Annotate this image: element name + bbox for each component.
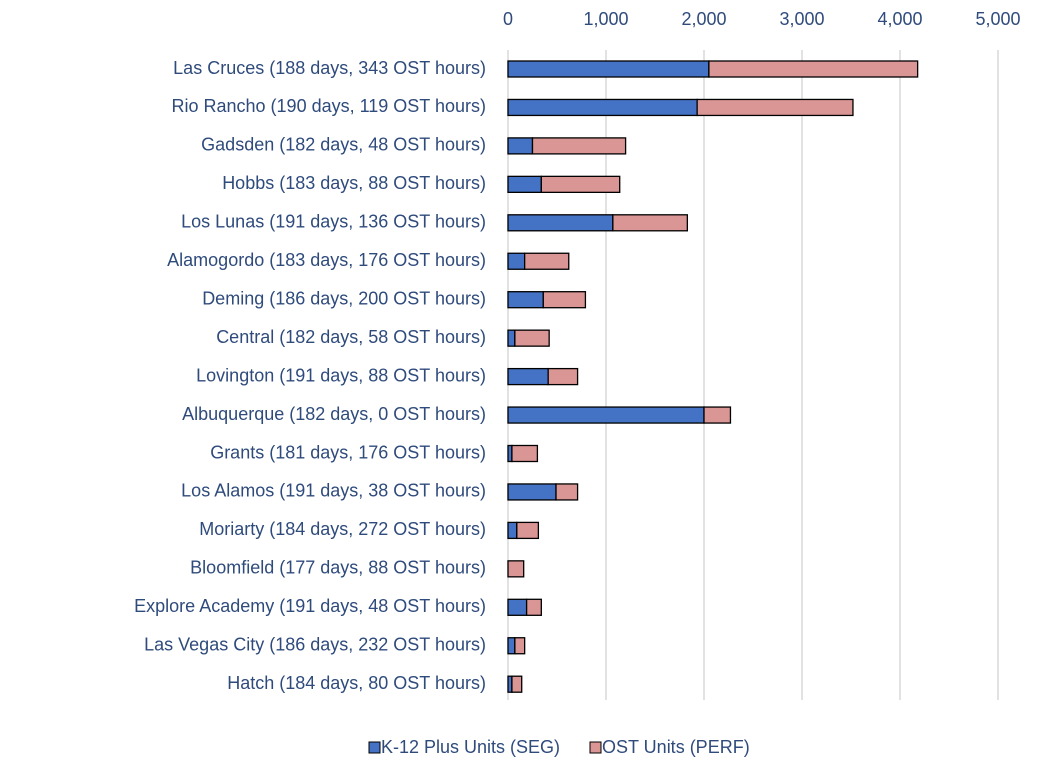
bar-segment xyxy=(507,329,516,347)
bar-segment xyxy=(507,367,549,386)
bar-segment xyxy=(525,598,542,616)
bar-segment xyxy=(514,637,526,655)
bar-segment xyxy=(507,214,614,232)
y-tick-label: Los Lunas (191 days, 136 OST hours) xyxy=(181,212,486,232)
bar-segment xyxy=(696,98,854,117)
bar-segment xyxy=(531,137,627,155)
bar-segment xyxy=(507,60,710,78)
legend-swatch xyxy=(368,741,381,754)
x-tick-label: 4,000 xyxy=(877,9,922,29)
y-tick-label: Las Cruces (188 days, 343 OST hours) xyxy=(173,58,486,78)
y-tick-label: Los Alamos (191 days, 38 OST hours) xyxy=(181,481,486,501)
x-tick-label: 2,000 xyxy=(681,9,726,29)
y-tick-label: Moriarty (184 days, 272 OST hours) xyxy=(199,519,486,539)
bar-segment xyxy=(507,175,542,194)
y-tick-label: Gadsden (182 days, 48 OST hours) xyxy=(201,135,486,155)
y-tick-label: Bloomfield (177 days, 88 OST hours) xyxy=(190,558,486,578)
bar-segment xyxy=(524,252,570,270)
y-tick-label: Hatch (184 days, 80 OST hours) xyxy=(227,673,486,693)
y-tick-label: Explore Academy (191 days, 48 OST hours) xyxy=(134,596,486,616)
bar-segment xyxy=(507,637,516,655)
y-tick-label: Alamogordo (183 days, 176 OST hours) xyxy=(167,250,486,270)
bar-segment xyxy=(507,483,557,501)
bar-segment xyxy=(507,98,698,117)
legend-label: K-12 Plus Units (SEG) xyxy=(381,737,560,757)
bar-segment xyxy=(542,291,587,309)
bar-segment xyxy=(507,291,544,309)
y-tick-label: Albuquerque (182 days, 0 OST hours) xyxy=(182,404,486,424)
y-tick-label: Grants (181 days, 176 OST hours) xyxy=(210,442,486,462)
y-tick-label: Hobbs (183 days, 88 OST hours) xyxy=(222,173,486,193)
x-tick-label: 3,000 xyxy=(779,9,824,29)
bar-segment xyxy=(708,60,919,78)
bar-segment xyxy=(540,175,621,194)
bar-segment xyxy=(612,214,688,232)
y-tick-label: Lovington (191 days, 88 OST hours) xyxy=(196,365,486,385)
y-tick-label: Deming (186 days, 200 OST hours) xyxy=(202,288,486,308)
x-tick-label: 5,000 xyxy=(975,9,1020,29)
legend-swatch xyxy=(589,741,602,754)
bar-segment xyxy=(507,406,705,424)
legend-label: OST Units (PERF) xyxy=(602,737,750,757)
bar-segment xyxy=(511,444,539,463)
bar-segment xyxy=(507,560,525,578)
bar-segment xyxy=(507,137,534,155)
y-tick-label: Rio Rancho (190 days, 119 OST hours) xyxy=(172,96,487,116)
bar-segment xyxy=(703,406,732,424)
x-tick-label: 0 xyxy=(503,9,513,29)
x-tick-label: 1,000 xyxy=(583,9,628,29)
bar-segment xyxy=(516,521,540,540)
bar-segment xyxy=(507,521,518,540)
bar-segment xyxy=(555,483,579,501)
bar-segment xyxy=(547,367,579,386)
bar-segment xyxy=(514,329,550,347)
y-tick-label: Las Vegas City (186 days, 232 OST hours) xyxy=(144,635,486,655)
bar-segment xyxy=(507,252,526,270)
bar-segment xyxy=(511,675,523,693)
y-tick-label: Central (182 days, 58 OST hours) xyxy=(216,327,486,347)
bar-segment xyxy=(507,598,528,616)
